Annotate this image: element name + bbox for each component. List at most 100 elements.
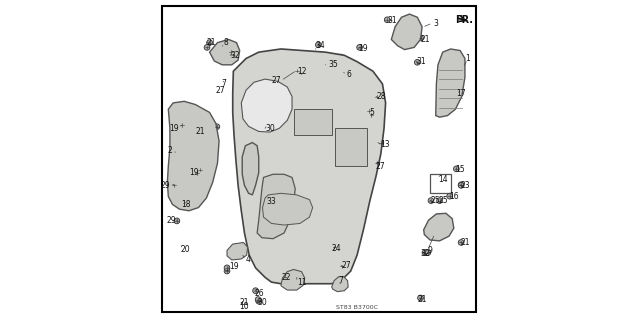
Polygon shape	[391, 14, 422, 50]
Text: 28: 28	[376, 92, 385, 101]
Text: 30: 30	[265, 124, 275, 133]
Circle shape	[378, 140, 383, 145]
Text: 20: 20	[180, 245, 189, 254]
Text: 6: 6	[347, 70, 352, 79]
Circle shape	[436, 198, 442, 204]
Circle shape	[171, 182, 177, 188]
Text: 7: 7	[338, 276, 343, 285]
Circle shape	[418, 35, 424, 41]
Text: 33: 33	[267, 197, 276, 206]
Circle shape	[339, 263, 345, 269]
Text: 2: 2	[168, 146, 172, 155]
Text: 24: 24	[332, 244, 341, 253]
Circle shape	[313, 69, 318, 74]
Text: 16: 16	[449, 192, 459, 201]
Text: 21: 21	[240, 298, 249, 307]
Text: 19: 19	[189, 168, 198, 177]
Bar	[309, 54, 342, 81]
Circle shape	[214, 124, 219, 130]
Text: 17: 17	[456, 89, 466, 98]
Circle shape	[294, 68, 300, 73]
Text: FR.: FR.	[456, 15, 473, 25]
Text: 31: 31	[416, 57, 426, 66]
Circle shape	[230, 52, 235, 58]
Text: 30: 30	[257, 298, 267, 307]
Text: 14: 14	[438, 174, 448, 184]
Text: 9: 9	[427, 246, 433, 255]
Text: 3: 3	[434, 19, 439, 28]
Polygon shape	[209, 39, 240, 65]
Text: 29: 29	[167, 216, 176, 225]
Circle shape	[323, 73, 328, 78]
Text: 21: 21	[195, 127, 205, 136]
Circle shape	[204, 44, 210, 50]
Polygon shape	[233, 49, 385, 284]
Circle shape	[357, 44, 362, 50]
Text: 29: 29	[160, 181, 170, 190]
Text: 8: 8	[223, 38, 228, 47]
Text: 1: 1	[465, 54, 470, 63]
Text: 13: 13	[380, 140, 390, 148]
Text: 5: 5	[370, 108, 375, 117]
Circle shape	[263, 124, 269, 130]
Polygon shape	[242, 142, 259, 195]
Circle shape	[179, 122, 185, 128]
Text: 23: 23	[460, 181, 470, 190]
Text: 19: 19	[169, 124, 179, 133]
Circle shape	[454, 166, 459, 172]
Text: 10: 10	[240, 302, 249, 311]
Text: 25: 25	[430, 196, 440, 205]
Polygon shape	[227, 243, 248, 260]
Circle shape	[418, 295, 424, 301]
Circle shape	[374, 160, 380, 166]
Polygon shape	[167, 101, 219, 211]
Circle shape	[366, 108, 372, 114]
Text: ST83 B3700C: ST83 B3700C	[336, 305, 378, 310]
Circle shape	[194, 171, 200, 176]
Text: 4: 4	[246, 255, 250, 264]
Text: 25: 25	[438, 196, 449, 205]
Polygon shape	[262, 193, 313, 225]
Circle shape	[224, 265, 230, 271]
Text: 21: 21	[417, 295, 427, 304]
Circle shape	[256, 298, 262, 304]
Bar	[311, 57, 339, 78]
Circle shape	[428, 198, 434, 204]
Bar	[335, 128, 367, 166]
Circle shape	[458, 182, 464, 188]
Polygon shape	[436, 49, 465, 117]
Text: 32: 32	[420, 249, 430, 258]
Circle shape	[197, 167, 203, 172]
Text: 35: 35	[329, 60, 338, 69]
Bar	[430, 174, 450, 193]
Text: 21: 21	[420, 35, 430, 44]
Circle shape	[316, 42, 321, 48]
Text: 12: 12	[297, 67, 307, 76]
Circle shape	[422, 250, 428, 255]
Circle shape	[458, 240, 464, 245]
Circle shape	[253, 288, 258, 293]
Circle shape	[228, 49, 234, 55]
Text: 19: 19	[359, 44, 368, 53]
Polygon shape	[424, 213, 454, 241]
Polygon shape	[257, 174, 295, 239]
Circle shape	[323, 64, 328, 69]
Text: 15: 15	[456, 165, 465, 174]
Circle shape	[174, 218, 180, 224]
Text: 19: 19	[229, 262, 239, 271]
Text: 32: 32	[230, 51, 240, 60]
Text: 34: 34	[316, 41, 325, 50]
Text: 21: 21	[206, 38, 216, 47]
Text: 31: 31	[387, 16, 397, 25]
Text: 7: 7	[221, 79, 226, 88]
Circle shape	[374, 94, 380, 100]
Text: 27: 27	[216, 86, 225, 95]
Circle shape	[415, 60, 420, 65]
Circle shape	[369, 112, 375, 118]
Circle shape	[255, 297, 261, 302]
Text: 18: 18	[181, 200, 191, 209]
Circle shape	[425, 250, 431, 255]
Polygon shape	[281, 269, 305, 290]
Circle shape	[332, 69, 337, 74]
Polygon shape	[241, 79, 292, 132]
